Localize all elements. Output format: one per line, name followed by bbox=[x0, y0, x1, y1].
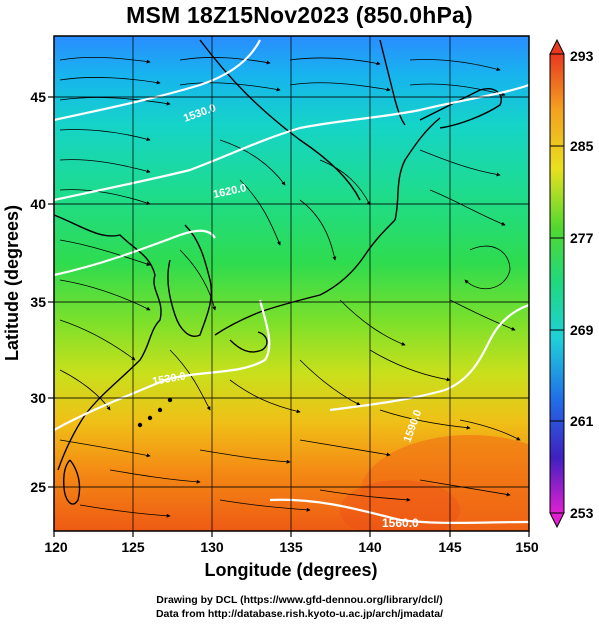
y-tick-label: 30 bbox=[30, 390, 46, 406]
chart-title: MSM 18Z15Nov2023 (850.0hPa) bbox=[126, 2, 473, 28]
y-axis-label: Latitude (degrees) bbox=[2, 205, 22, 361]
colorbar-tick-label: 261 bbox=[570, 413, 594, 429]
y-tick-label: 35 bbox=[30, 294, 46, 310]
x-tick-label: 120 bbox=[44, 539, 68, 555]
contour-label: 1530.0 bbox=[151, 370, 186, 388]
x-tick-label: 145 bbox=[438, 539, 462, 555]
height-contours bbox=[54, 39, 529, 524]
credit-line-dcl: Drawing by DCL (https://www.gfd-dennou.o… bbox=[156, 594, 443, 606]
x-tick-label: 135 bbox=[279, 539, 303, 555]
colorbar-tick-label: 269 bbox=[570, 322, 594, 338]
colorbar-tick-label: 253 bbox=[570, 505, 594, 521]
colorbar-tick-label: 293 bbox=[570, 48, 594, 64]
wind-streamlines bbox=[59, 56, 521, 518]
colorbar: 293 285 277 269 261 253 bbox=[549, 38, 594, 529]
graticule bbox=[54, 36, 529, 531]
y-tick-label: 45 bbox=[30, 89, 46, 105]
x-axis-label: Longitude (degrees) bbox=[204, 560, 377, 580]
x-tick-label: 150 bbox=[515, 539, 539, 555]
x-tick-label: 140 bbox=[358, 539, 382, 555]
x-tick-label: 125 bbox=[121, 539, 145, 555]
contour-label: 1560.0 bbox=[382, 516, 419, 530]
credit-line-data: Data from http://database.rish.kyoto-u.a… bbox=[155, 608, 444, 620]
colorbar-tick-label: 285 bbox=[570, 138, 594, 154]
y-tick-label: 40 bbox=[30, 196, 46, 212]
colorbar-tick-label: 277 bbox=[570, 230, 594, 246]
y-tick-label: 25 bbox=[30, 479, 46, 495]
x-tick-label: 130 bbox=[200, 539, 224, 555]
